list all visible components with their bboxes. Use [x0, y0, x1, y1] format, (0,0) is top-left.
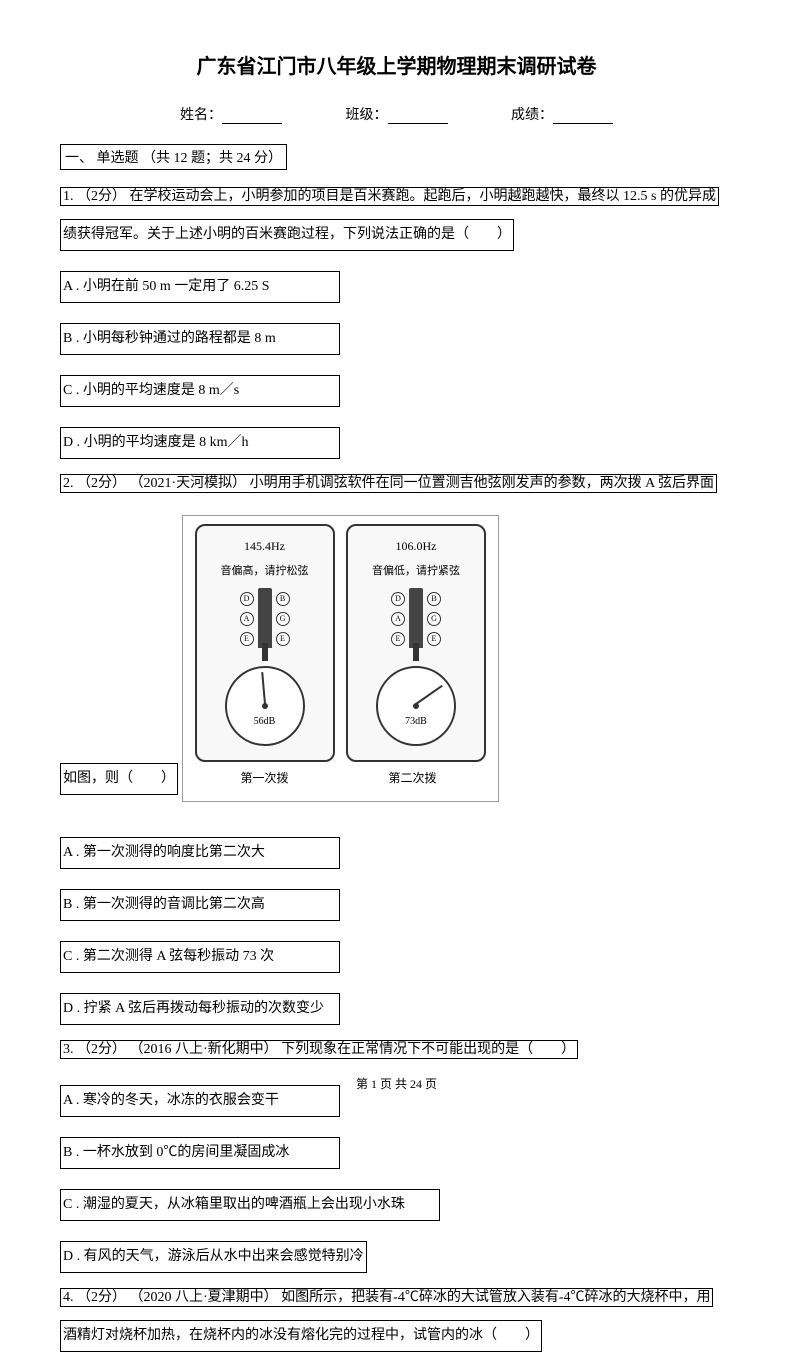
dial-1: 56dB: [225, 666, 305, 746]
q2-figure: 145.4Hz 音偏高，请拧松弦 D A E B G E 56dB: [182, 515, 500, 802]
q2-option-b: B . 第一次测得的音调比第二次高: [60, 889, 340, 921]
tuner-peg: E: [276, 632, 290, 646]
tuner-peg: E: [240, 632, 254, 646]
q3-text: 3. （2分） （2016 八上·新化期中） 下列现象在正常情况下不可能出现的是…: [60, 1040, 578, 1059]
class-label: 班级：: [346, 108, 388, 123]
panel2-pitch: 音偏低，请拧紧弦: [356, 560, 476, 582]
tuner-peg: G: [276, 612, 290, 626]
panel1-caption: 第一次拨: [191, 766, 339, 790]
q1-text-line1: 1. （2分） 在学校运动会上，小明参加的项目是百米赛跑。起跑后，小明越跑越快，…: [60, 187, 719, 206]
score-blank: [553, 108, 613, 124]
tuner-peg: G: [427, 612, 441, 626]
q1-option-d: D . 小明的平均速度是 8 km／h: [60, 427, 340, 459]
q1-text-line2: 绩获得冠军。关于上述小明的百米赛跑过程，下列说法正确的是（ ）: [60, 219, 514, 251]
question-4: 4. （2分） （2020 八上·夏津期中） 如图所示，把装有-4℃碎冰的大试管…: [60, 1283, 733, 1352]
q1-option-c: C . 小明的平均速度是 8 m／s: [60, 375, 340, 407]
panel1-pitch: 音偏高，请拧松弦: [205, 560, 325, 582]
tuner-peg: E: [427, 632, 441, 646]
tuner-peg: B: [427, 592, 441, 606]
q3-option-c: C . 潮湿的夏天，从冰箱里取出的啤酒瓶上会出现小水珠: [60, 1189, 440, 1221]
section-header-text: 一、 单选题 （共 12 题；共 24 分）: [60, 144, 287, 170]
dial2-value: 73dB: [405, 712, 427, 732]
tuner-peg: B: [276, 592, 290, 606]
q1-option-a: A . 小明在前 50 m 一定用了 6.25 S: [60, 271, 340, 303]
student-info-line: 姓名： 班级： 成绩：: [60, 104, 733, 124]
tuner-peg: D: [240, 592, 254, 606]
score-label: 成绩：: [511, 108, 553, 123]
page-title: 广东省江门市八年级上学期物理期末调研试卷: [60, 50, 733, 79]
q3-option-b: B . 一杯水放到 0℃的房间里凝固成冰: [60, 1137, 340, 1169]
question-1: 1. （2分） 在学校运动会上，小明参加的项目是百米赛跑。起跑后，小明越跑越快，…: [60, 182, 733, 459]
tuner-peg: A: [240, 612, 254, 626]
panel2-caption: 第二次拨: [339, 766, 487, 790]
panel2-freq: 106.0Hz: [356, 534, 476, 558]
question-3: 3. （2分） （2016 八上·新化期中） 下列现象在正常情况下不可能出现的是…: [60, 1035, 733, 1274]
guitar-head-2: D A E B G E: [391, 588, 441, 658]
name-label: 姓名：: [180, 108, 222, 123]
dial-2: 73dB: [376, 666, 456, 746]
q3-option-d: D . 有风的天气，游泳后从水中出来会感觉特别冷: [60, 1241, 367, 1273]
q2-option-a: A . 第一次测得的响度比第二次大: [60, 837, 340, 869]
tuner-panel-1: 145.4Hz 音偏高，请拧松弦 D A E B G E 56dB: [195, 524, 335, 762]
score-field: 成绩：: [511, 104, 613, 124]
dial-needle-2: [415, 684, 442, 704]
tuner-panel-2: 106.0Hz 音偏低，请拧紧弦 D A E B G E 73dB: [346, 524, 486, 762]
name-field: 姓名：: [180, 104, 282, 124]
q2-text-line1: 2. （2分） （2021·天河模拟） 小明用手机调弦软件在同一位置测吉他弦刚发…: [60, 474, 717, 493]
tuner-peg: E: [391, 632, 405, 646]
section-header: 一、 单选题 （共 12 题；共 24 分）: [60, 144, 733, 182]
class-field: 班级：: [346, 104, 448, 124]
tuner-peg: A: [391, 612, 405, 626]
q2-option-d: D . 拧紧 A 弦后再拨动每秒振动的次数变少: [60, 993, 340, 1025]
name-blank: [222, 108, 282, 124]
panel1-freq: 145.4Hz: [205, 534, 325, 558]
dial-needle-1: [261, 672, 266, 704]
q4-text-line1: 4. （2分） （2020 八上·夏津期中） 如图所示，把装有-4℃碎冰的大试管…: [60, 1288, 713, 1307]
tuner-peg: D: [391, 592, 405, 606]
question-2: 2. （2分） （2021·天河模拟） 小明用手机调弦软件在同一位置测吉他弦刚发…: [60, 469, 733, 1025]
q1-option-b: B . 小明每秒钟通过的路程都是 8 m: [60, 323, 340, 355]
dial1-value: 56dB: [254, 712, 276, 732]
guitar-head-1: D A E B G E: [240, 588, 290, 658]
class-blank: [388, 108, 448, 124]
q4-text-line2: 酒精灯对烧杯加热，在烧杯内的冰没有熔化完的过程中，试管内的冰（ ）: [60, 1320, 542, 1352]
page-footer: 第 1 页 共 24 页: [0, 1075, 793, 1092]
q2-option-c: C . 第二次测得 A 弦每秒振动 73 次: [60, 941, 340, 973]
q2-text-line2: 如图，则（ ）: [60, 763, 178, 795]
